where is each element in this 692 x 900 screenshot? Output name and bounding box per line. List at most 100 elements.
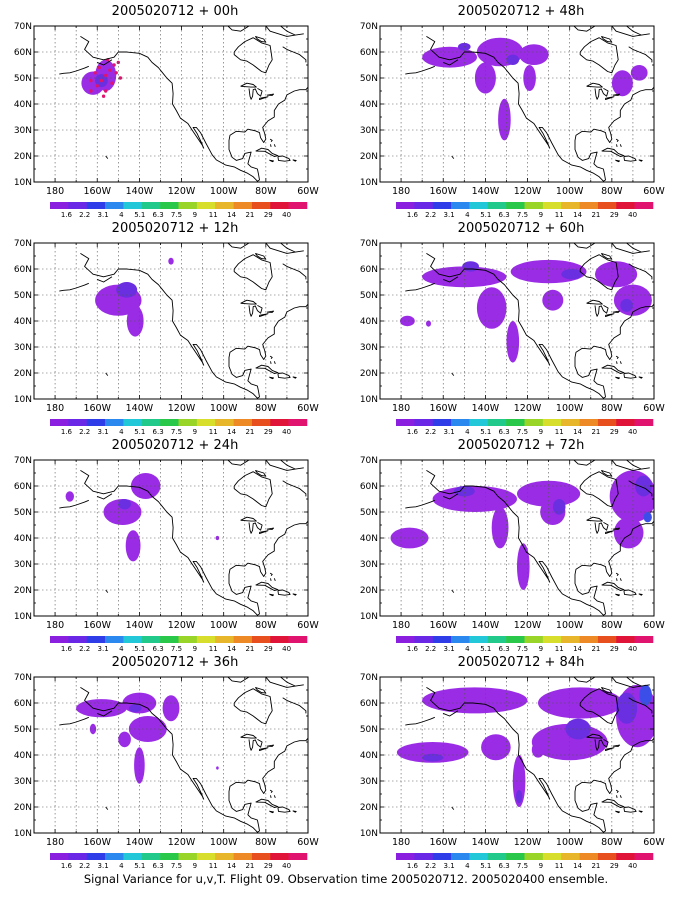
variance-region (552, 499, 566, 515)
colorbar-label: 14 (227, 862, 236, 870)
colorbar-swatch (414, 202, 434, 209)
observation-point (112, 63, 116, 67)
colorbar-label: 14 (573, 428, 582, 436)
coastline (611, 460, 650, 471)
colorbar-label: 1.6 (407, 211, 419, 219)
coastline (579, 37, 619, 74)
panel-36h: 2005020712 + 36h 10N 20N 30N 40N 50N 60N 70N 18… (10, 655, 340, 870)
variance-region (65, 491, 74, 502)
lat-tick-label: 40N (14, 100, 32, 110)
colorbar-swatch (634, 202, 654, 209)
lat-tick-label: 60N (14, 265, 32, 275)
colorbar-swatch (487, 853, 507, 860)
colorbar-swatch (579, 202, 599, 209)
colorbar-swatch (105, 202, 124, 209)
panel-24h: 2005020712 + 24h 10N 20N 30N 40N 50N 60N 70N 18… (10, 438, 340, 653)
lon-tick-label: 140W (472, 403, 500, 414)
colorbar-swatch (506, 636, 525, 643)
coastline (233, 688, 273, 725)
colorbar-swatch (68, 202, 88, 209)
lat-tick-label: 40N (360, 100, 378, 110)
coastline (269, 789, 273, 793)
colorbar-swatch (215, 202, 234, 209)
lat-tick-label: 70N (360, 22, 378, 32)
colorbar-label: 5.1 (134, 428, 145, 436)
variance-region (523, 65, 536, 91)
map-plot: 10N 20N 30N 40N 50N 60N 70N 180 160W 140W 120W 100W… (14, 673, 320, 870)
colorbar-label: 5.1 (134, 211, 145, 219)
lat-tick-label: 50N (360, 508, 378, 518)
coastline (273, 144, 276, 148)
lon-tick-label: 60W (643, 620, 665, 631)
lat-tick-label: 40N (14, 534, 32, 544)
coastline (270, 578, 272, 582)
lon-tick-label: 80W (601, 186, 623, 197)
colorbar-swatch (105, 853, 124, 860)
colorbar-label: 21 (245, 645, 254, 653)
map-content (34, 677, 308, 833)
variance-region (506, 321, 520, 363)
colorbar-label: 6.3 (499, 211, 510, 219)
colorbar-label: 40 (628, 211, 637, 219)
colorbar-swatch (414, 853, 434, 860)
colorbar-swatch (141, 636, 161, 643)
variance-region (565, 718, 591, 740)
colorbar-label: 9 (539, 428, 543, 436)
colorbar-swatch (506, 853, 525, 860)
coastline (623, 589, 637, 596)
colorbar-label: 11 (209, 428, 218, 436)
coastline (579, 471, 619, 508)
colorbar-label: 11 (555, 428, 564, 436)
coastline (619, 578, 622, 582)
lat-tick-label: 50N (14, 508, 32, 518)
lat-tick-label: 10N (14, 178, 32, 188)
coastline (615, 355, 619, 359)
panel-title: 2005020712 + 24h (111, 438, 239, 453)
colorbar-label: 1.6 (61, 211, 73, 219)
colorbar-swatch (178, 419, 198, 426)
coastline (573, 460, 596, 466)
map-content (34, 26, 308, 182)
coastline (280, 26, 296, 36)
colorbar-label: 11 (209, 211, 218, 219)
colorbar-swatch (178, 853, 198, 860)
colorbar-label: 14 (573, 645, 582, 653)
colorbar-label: 9 (193, 862, 197, 870)
lon-tick-label: 140W (126, 620, 154, 631)
colorbar-label: 5.1 (134, 862, 145, 870)
colorbar-label: 1.6 (407, 428, 419, 436)
colorbar-swatch (50, 202, 69, 209)
lon-tick-label: 180 (392, 837, 410, 848)
coastline (573, 26, 596, 32)
colorbar-swatch (634, 419, 654, 426)
observation-point (101, 94, 106, 98)
coastline (269, 376, 275, 380)
coastline (601, 798, 625, 808)
coastline (611, 26, 650, 37)
coastline (426, 36, 654, 182)
colorbar-label: 7.5 (171, 862, 182, 870)
lake-outline (612, 93, 621, 96)
variance-region (613, 517, 644, 549)
colorbar-label: 7.5 (517, 645, 528, 653)
colorbar-swatch (68, 853, 88, 860)
coastline (265, 26, 304, 37)
lat-tick-label: 60N (360, 699, 378, 709)
lat-tick-label: 50N (14, 291, 32, 301)
coastline (426, 470, 654, 616)
coastline (619, 361, 622, 365)
coastline (254, 252, 267, 260)
coastline (227, 243, 250, 249)
colorbar-label: 2.2 (79, 428, 90, 436)
coastline (80, 253, 308, 399)
lat-tick-label: 70N (360, 239, 378, 249)
colorbar-swatch (50, 853, 69, 860)
lat-tick-label: 50N (360, 291, 378, 301)
lat-tick-label: 40N (360, 317, 378, 327)
lat-tick-label: 20N (360, 803, 378, 813)
colorbar-swatch (524, 419, 544, 426)
colorbar-label: 7.5 (171, 211, 182, 219)
coastline (233, 471, 273, 508)
coastline (97, 710, 113, 717)
lon-tick-label: 160W (429, 186, 457, 197)
